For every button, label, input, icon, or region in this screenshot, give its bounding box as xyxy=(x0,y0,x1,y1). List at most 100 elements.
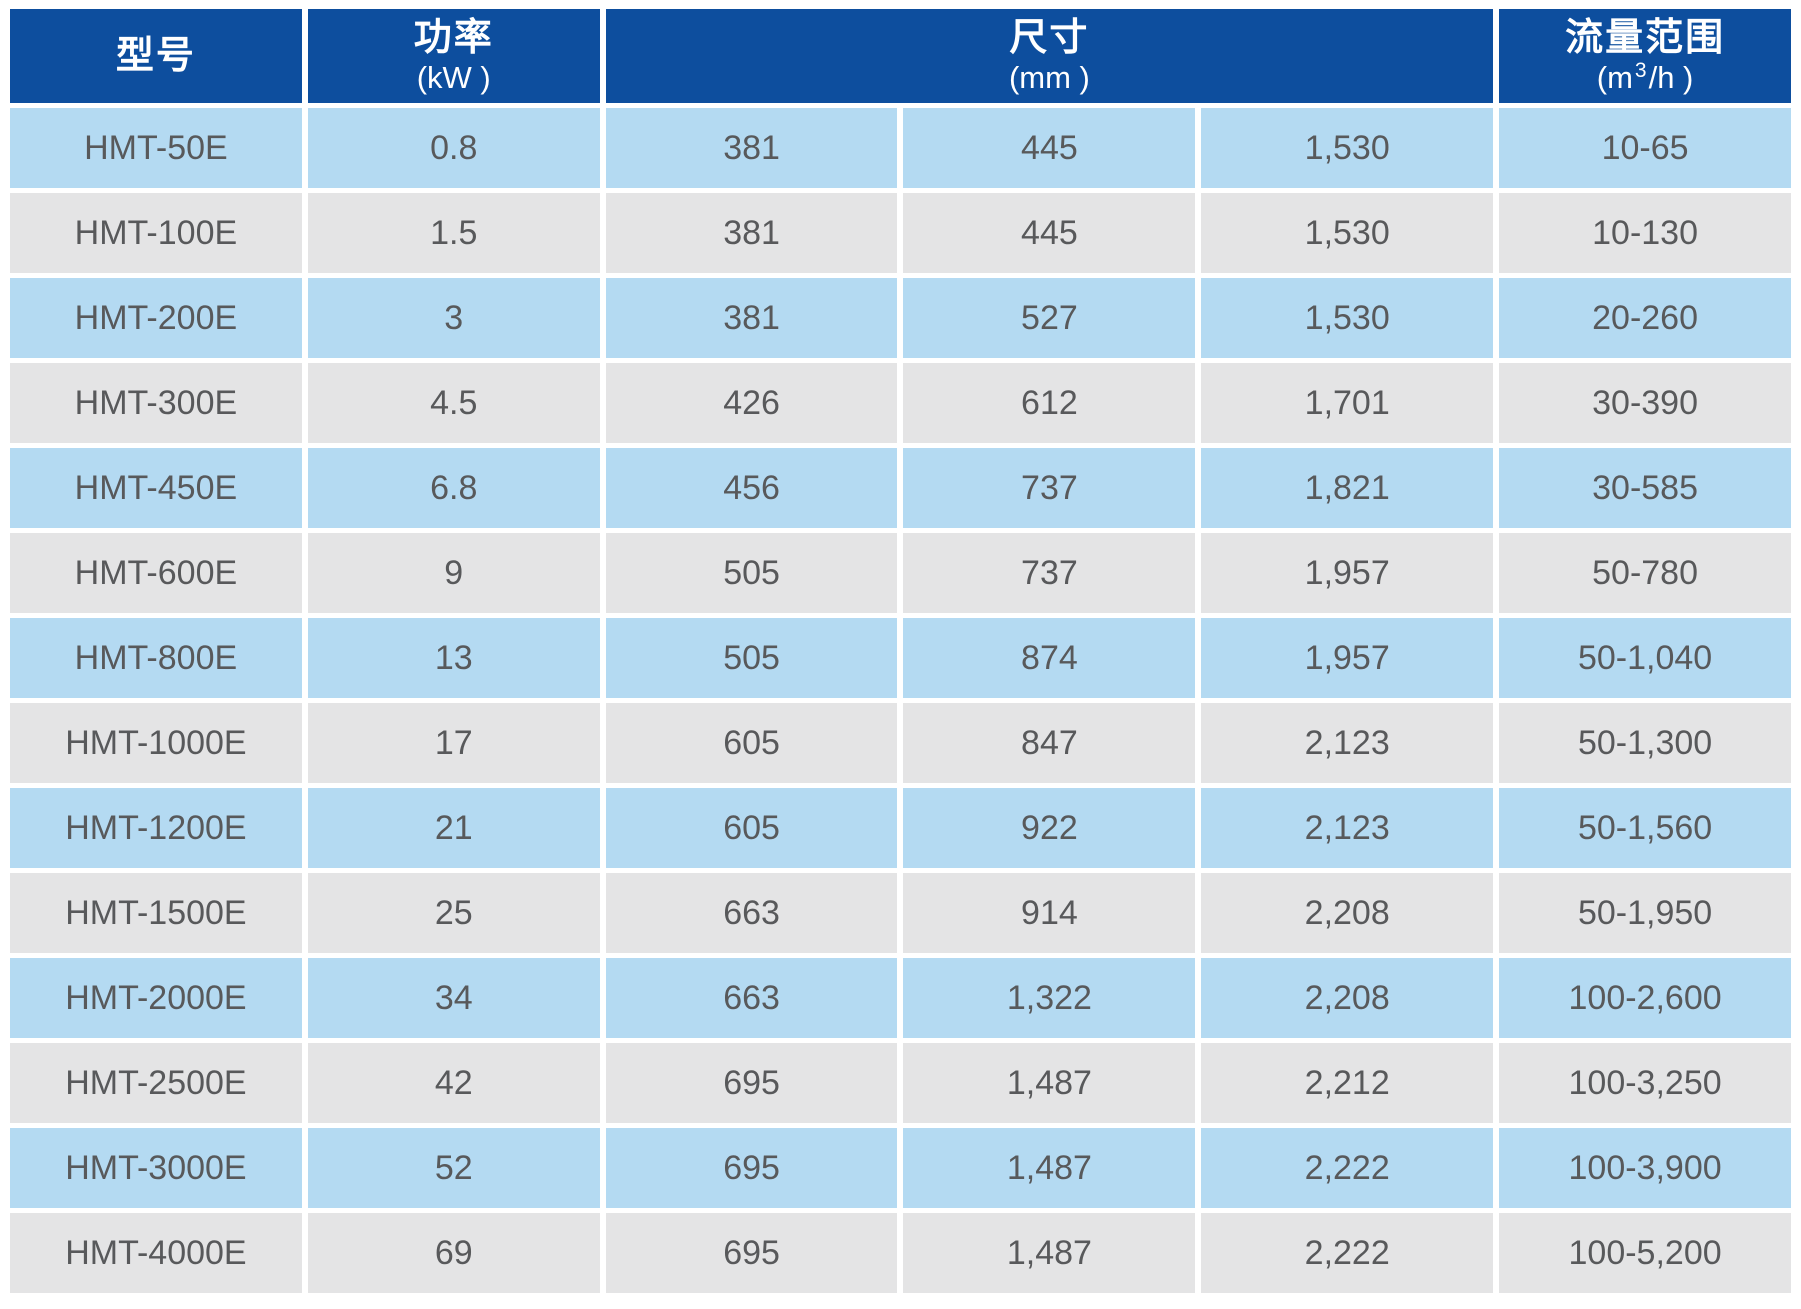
cell-model: HMT-50E xyxy=(10,108,302,188)
spec-table: 型号 功率 (kW ) 尺寸 (mm ) 流量范围 (m3/h ) HMT-50… xyxy=(4,4,1797,1298)
cell-model: HMT-200E xyxy=(10,278,302,358)
cell-dim-1: 381 xyxy=(605,108,898,188)
cell-model: HMT-1000E xyxy=(10,703,302,783)
cell-model: HMT-450E xyxy=(10,448,302,528)
cell-flow-range: 20-260 xyxy=(1499,278,1791,358)
header-flow-unit: (m3/h ) xyxy=(1499,58,1791,96)
cell-dim-2: 527 xyxy=(903,278,1196,358)
cell-flow-range: 50-1,300 xyxy=(1499,703,1791,783)
cell-flow-range: 30-390 xyxy=(1499,363,1791,443)
cell-dim-1: 505 xyxy=(605,618,898,698)
cell-power: 0.8 xyxy=(307,108,600,188)
header-model-title: 型号 xyxy=(115,34,196,77)
cell-dim-3: 1,530 xyxy=(1201,193,1494,273)
cell-dim-1: 663 xyxy=(605,958,898,1038)
cell-power: 34 xyxy=(307,958,600,1038)
cell-model: HMT-4000E xyxy=(10,1213,302,1293)
cell-model: HMT-600E xyxy=(10,533,302,613)
cell-power: 21 xyxy=(307,788,600,868)
cell-power: 13 xyxy=(307,618,600,698)
cell-flow-range: 100-5,200 xyxy=(1499,1213,1791,1293)
cell-flow-range: 100-3,250 xyxy=(1499,1043,1791,1123)
cell-power: 1.5 xyxy=(307,193,600,273)
cell-model: HMT-1200E xyxy=(10,788,302,868)
table-row: HMT-2500E 42 695 1,487 2,212 100-3,250 xyxy=(10,1043,1791,1123)
cell-dim-2: 1,487 xyxy=(903,1043,1196,1123)
table-row: HMT-600E 9 505 737 1,957 50-780 xyxy=(10,533,1791,613)
cell-dim-1: 695 xyxy=(605,1213,898,1293)
cell-flow-range: 30-585 xyxy=(1499,448,1791,528)
cell-dim-3: 2,222 xyxy=(1201,1128,1494,1208)
cell-flow-range: 50-780 xyxy=(1499,533,1791,613)
cell-dim-2: 1,487 xyxy=(903,1213,1196,1293)
table-row: HMT-3000E 52 695 1,487 2,222 100-3,900 xyxy=(10,1128,1791,1208)
cell-flow-range: 100-3,900 xyxy=(1499,1128,1791,1208)
cell-flow-range: 10-65 xyxy=(1499,108,1791,188)
cell-dim-2: 737 xyxy=(903,448,1196,528)
cell-flow-range: 100-2,600 xyxy=(1499,958,1791,1038)
header-size-unit: (mm ) xyxy=(1008,60,1090,96)
cell-dim-2: 1,322 xyxy=(903,958,1196,1038)
cell-power: 3 xyxy=(307,278,600,358)
cell-power: 69 xyxy=(307,1213,600,1293)
cell-power: 42 xyxy=(307,1043,600,1123)
cell-power: 6.8 xyxy=(307,448,600,528)
table-row: HMT-200E 3 381 527 1,530 20-260 xyxy=(10,278,1791,358)
cell-dim-1: 605 xyxy=(605,788,898,868)
cell-dim-3: 1,957 xyxy=(1201,533,1494,613)
cell-model: HMT-2500E xyxy=(10,1043,302,1123)
cell-model: HMT-800E xyxy=(10,618,302,698)
cell-dim-1: 605 xyxy=(605,703,898,783)
table-row: HMT-450E 6.8 456 737 1,821 30-585 xyxy=(10,448,1791,528)
cell-dim-2: 612 xyxy=(903,363,1196,443)
cell-dim-2: 445 xyxy=(903,193,1196,273)
table-row: HMT-1000E 17 605 847 2,123 50-1,300 xyxy=(10,703,1791,783)
table-row: HMT-4000E 69 695 1,487 2,222 100-5,200 xyxy=(10,1213,1791,1293)
cell-dim-3: 1,701 xyxy=(1201,363,1494,443)
cell-dim-2: 737 xyxy=(903,533,1196,613)
cell-dim-1: 456 xyxy=(605,448,898,528)
cell-dim-3: 2,123 xyxy=(1201,703,1494,783)
cell-dim-2: 874 xyxy=(903,618,1196,698)
header-flow-title: 流量范围 xyxy=(1565,17,1726,60)
cell-dim-1: 381 xyxy=(605,278,898,358)
cell-dim-3: 2,212 xyxy=(1201,1043,1494,1123)
cell-model: HMT-100E xyxy=(10,193,302,273)
cell-dim-2: 847 xyxy=(903,703,1196,783)
spec-table-body: HMT-50E 0.8 381 445 1,530 10-65 HMT-100E… xyxy=(10,108,1791,1293)
header-flow: 流量范围 (m3/h ) xyxy=(1499,9,1791,103)
cell-dim-3: 2,208 xyxy=(1201,958,1494,1038)
header-power-unit: (kW ) xyxy=(416,60,491,96)
flow-unit-prefix: (m xyxy=(1596,60,1633,96)
cell-flow-range: 50-1,560 xyxy=(1499,788,1791,868)
table-row: HMT-800E 13 505 874 1,957 50-1,040 xyxy=(10,618,1791,698)
header-size-title: 尺寸 xyxy=(1009,17,1090,60)
cell-dim-1: 505 xyxy=(605,533,898,613)
cell-model: HMT-1500E xyxy=(10,873,302,953)
flow-unit-superscript: 3 xyxy=(1634,58,1647,82)
table-row: HMT-1200E 21 605 922 2,123 50-1,560 xyxy=(10,788,1791,868)
cell-flow-range: 10-130 xyxy=(1499,193,1791,273)
cell-model: HMT-2000E xyxy=(10,958,302,1038)
cell-power: 4.5 xyxy=(307,363,600,443)
table-row: HMT-1500E 25 663 914 2,208 50-1,950 xyxy=(10,873,1791,953)
header-power: 功率 (kW ) xyxy=(307,9,600,103)
header-power-title: 功率 xyxy=(413,17,494,60)
table-row: HMT-50E 0.8 381 445 1,530 10-65 xyxy=(10,108,1791,188)
cell-dim-2: 1,487 xyxy=(903,1128,1196,1208)
cell-flow-range: 50-1,950 xyxy=(1499,873,1791,953)
cell-dim-3: 2,123 xyxy=(1201,788,1494,868)
cell-flow-range: 50-1,040 xyxy=(1499,618,1791,698)
cell-dim-3: 2,222 xyxy=(1201,1213,1494,1293)
cell-power: 52 xyxy=(307,1128,600,1208)
cell-dim-1: 663 xyxy=(605,873,898,953)
header-row: 型号 功率 (kW ) 尺寸 (mm ) 流量范围 (m3/h ) xyxy=(10,9,1791,103)
table-row: HMT-100E 1.5 381 445 1,530 10-130 xyxy=(10,193,1791,273)
table-row: HMT-300E 4.5 426 612 1,701 30-390 xyxy=(10,363,1791,443)
cell-dim-3: 2,208 xyxy=(1201,873,1494,953)
cell-dim-3: 1,530 xyxy=(1201,278,1494,358)
cell-dim-1: 695 xyxy=(605,1128,898,1208)
cell-power: 9 xyxy=(307,533,600,613)
table-row: HMT-2000E 34 663 1,322 2,208 100-2,600 xyxy=(10,958,1791,1038)
